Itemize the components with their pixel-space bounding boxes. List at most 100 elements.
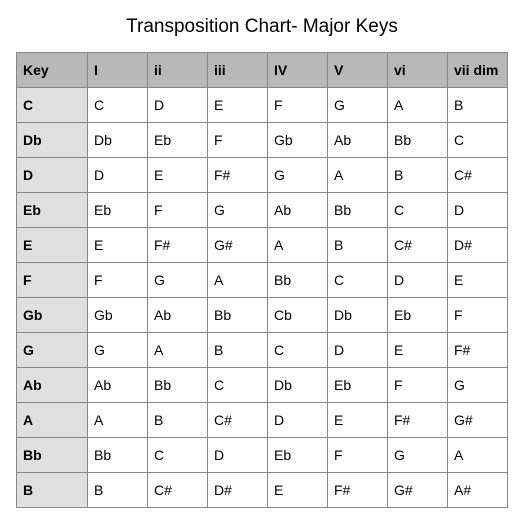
cell: Bb [268, 263, 328, 298]
cell: C [88, 88, 148, 123]
col-iii: iii [208, 53, 268, 88]
cell: Gb [88, 298, 148, 333]
cell: E [268, 473, 328, 508]
cell: C [208, 368, 268, 403]
cell: A [88, 403, 148, 438]
cell: Cb [268, 298, 328, 333]
row-key: F [17, 263, 88, 298]
cell: Bb [208, 298, 268, 333]
row-key: A [17, 403, 88, 438]
cell: F [88, 263, 148, 298]
cell: C# [388, 228, 448, 263]
cell: G# [388, 473, 448, 508]
cell: E [148, 158, 208, 193]
cell: Bb [328, 193, 388, 228]
cell: Eb [328, 368, 388, 403]
cell: G [448, 368, 508, 403]
cell: Eb [268, 438, 328, 473]
cell: D [148, 88, 208, 123]
cell: E [208, 88, 268, 123]
cell: B [388, 158, 448, 193]
col-viidim: vii dim [448, 53, 508, 88]
table-row: Bb Bb C D Eb F G A [17, 438, 508, 473]
cell: C [268, 333, 328, 368]
cell: D [328, 333, 388, 368]
table-row: G G A B C D E F# [17, 333, 508, 368]
cell: Eb [148, 123, 208, 158]
cell: Ab [88, 368, 148, 403]
cell: E [328, 403, 388, 438]
table-row: Db Db Eb F Gb Ab Bb C [17, 123, 508, 158]
cell: C# [208, 403, 268, 438]
cell: Bb [88, 438, 148, 473]
table-row: F F G A Bb C D E [17, 263, 508, 298]
table-header-row: Key I ii iii IV V vi vii dim [17, 53, 508, 88]
cell: D [448, 193, 508, 228]
col-iv: IV [268, 53, 328, 88]
row-key: Ab [17, 368, 88, 403]
cell: G# [448, 403, 508, 438]
cell: G [388, 438, 448, 473]
cell: F# [388, 403, 448, 438]
col-ii: ii [148, 53, 208, 88]
row-key: Gb [17, 298, 88, 333]
row-key: E [17, 228, 88, 263]
cell: Db [268, 368, 328, 403]
cell: Ab [148, 298, 208, 333]
cell: Db [88, 123, 148, 158]
cell: D# [208, 473, 268, 508]
cell: D [208, 438, 268, 473]
cell: E [448, 263, 508, 298]
cell: Eb [388, 298, 448, 333]
cell: Gb [268, 123, 328, 158]
table-body: C C D E F G A B Db Db Eb F Gb Ab Bb C D … [17, 88, 508, 508]
cell: Ab [328, 123, 388, 158]
row-key: Db [17, 123, 88, 158]
cell: A [388, 88, 448, 123]
cell: G [148, 263, 208, 298]
cell: Bb [388, 123, 448, 158]
cell: F# [208, 158, 268, 193]
cell: C [148, 438, 208, 473]
table-row: Ab Ab Bb C Db Eb F G [17, 368, 508, 403]
transposition-table: Key I ii iii IV V vi vii dim C C D E F G… [16, 52, 508, 508]
col-vi: vi [388, 53, 448, 88]
cell: C [388, 193, 448, 228]
cell: E [388, 333, 448, 368]
cell: D [388, 263, 448, 298]
cell: F [328, 438, 388, 473]
cell: F# [328, 473, 388, 508]
cell: B [328, 228, 388, 263]
cell: A [208, 263, 268, 298]
cell: F [268, 88, 328, 123]
table-row: Eb Eb F G Ab Bb C D [17, 193, 508, 228]
cell: F# [148, 228, 208, 263]
col-key: Key [17, 53, 88, 88]
cell: F# [448, 333, 508, 368]
row-key: Bb [17, 438, 88, 473]
cell: A [328, 158, 388, 193]
cell: B [448, 88, 508, 123]
table-row: A A B C# D E F# G# [17, 403, 508, 438]
cell: D [268, 403, 328, 438]
cell: A [148, 333, 208, 368]
cell: Db [328, 298, 388, 333]
cell: Eb [88, 193, 148, 228]
table-row: B B C# D# E F# G# A# [17, 473, 508, 508]
row-key: C [17, 88, 88, 123]
row-key: Eb [17, 193, 88, 228]
cell: F [448, 298, 508, 333]
cell: Bb [148, 368, 208, 403]
cell: G [208, 193, 268, 228]
table-row: D D E F# G A B C# [17, 158, 508, 193]
cell: D [88, 158, 148, 193]
cell: D# [448, 228, 508, 263]
cell: A# [448, 473, 508, 508]
cell: G [268, 158, 328, 193]
table-row: C C D E F G A B [17, 88, 508, 123]
cell: F [208, 123, 268, 158]
table-row: E E F# G# A B C# D# [17, 228, 508, 263]
cell: C [448, 123, 508, 158]
row-key: D [17, 158, 88, 193]
cell: B [88, 473, 148, 508]
